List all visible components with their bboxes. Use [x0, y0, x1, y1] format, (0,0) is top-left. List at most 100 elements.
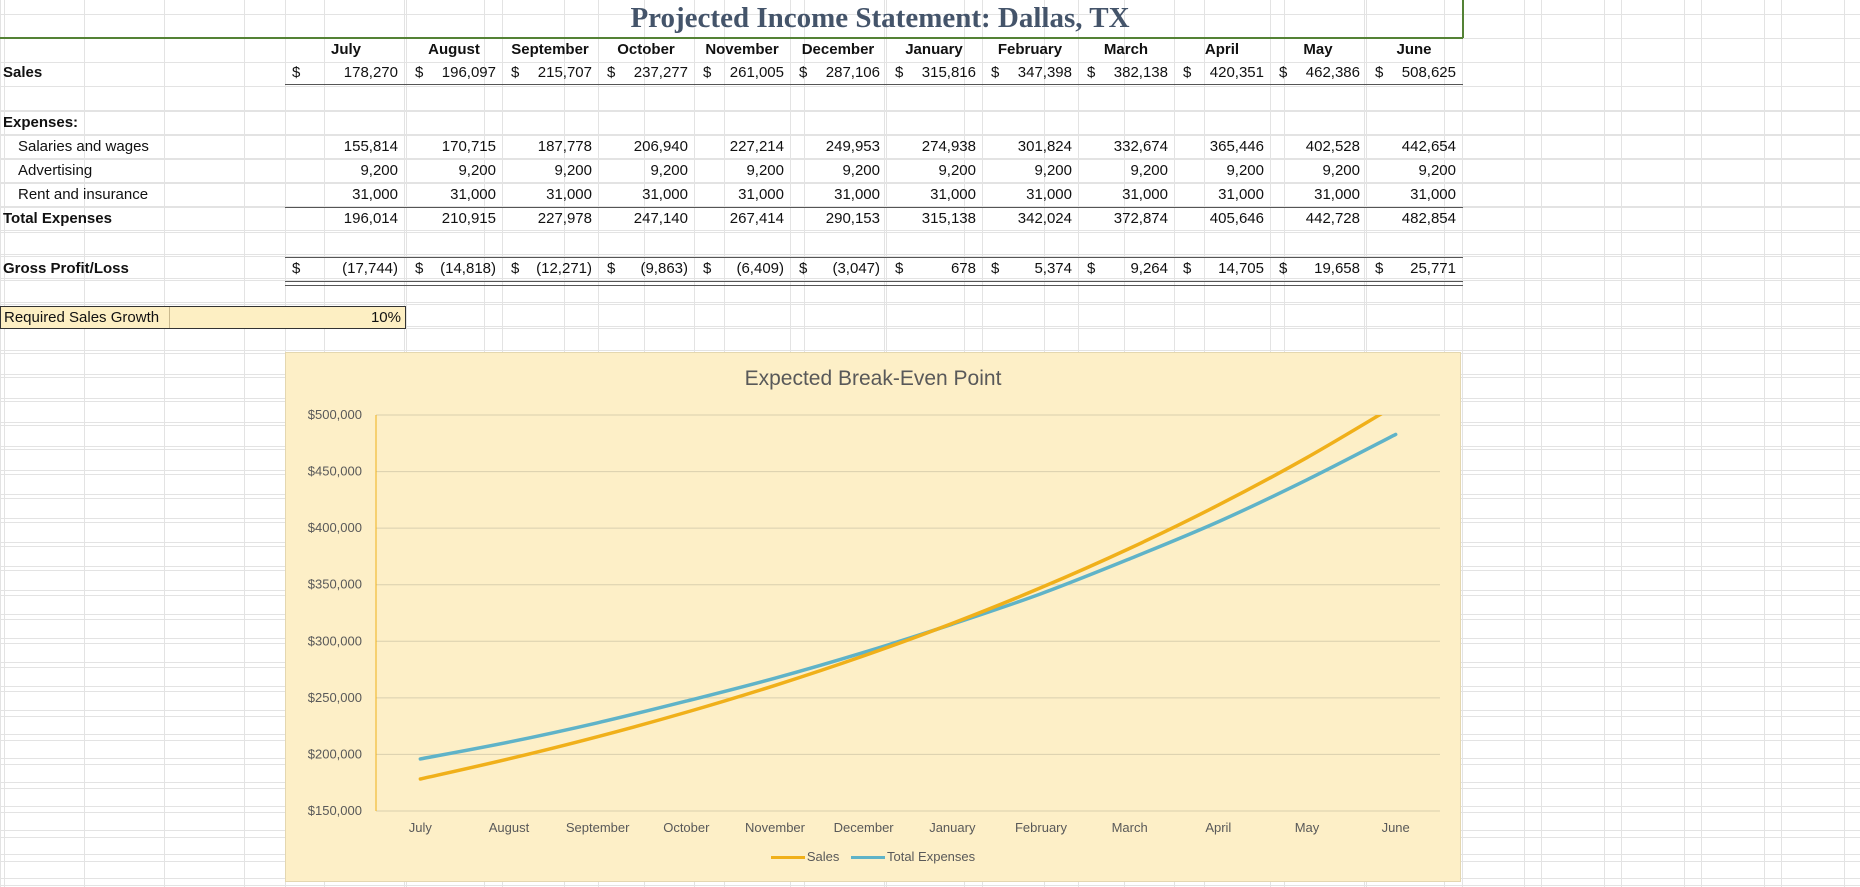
sales-value-march[interactable]: 382,138: [1113, 64, 1168, 81]
sales-value-august[interactable]: 196,097: [441, 64, 496, 81]
y-tick-label: $200,000: [308, 746, 362, 761]
month-header-december[interactable]: December: [801, 41, 875, 58]
break-even-chart[interactable]: Expected Break-Even Point $150,000 $200,0…: [285, 352, 1461, 882]
month-header-august[interactable]: August: [428, 41, 480, 58]
month-header-november[interactable]: November: [705, 41, 779, 58]
sales-value-june[interactable]: 508,625: [1401, 64, 1456, 81]
salaries-value-may[interactable]: 402,528: [1305, 138, 1360, 155]
rent-value-september[interactable]: 31,000: [546, 186, 592, 203]
gross-currency-february: $: [991, 260, 1000, 277]
salaries-value-january[interactable]: 274,938: [921, 138, 976, 155]
advertising-value-august[interactable]: 9,200: [458, 162, 496, 179]
gross-value-march[interactable]: 9,264: [1130, 260, 1168, 277]
legend-total-expenses: Total Expenses: [850, 849, 975, 864]
rent-value-january[interactable]: 31,000: [930, 186, 976, 203]
advertising-value-october[interactable]: 9,200: [650, 162, 688, 179]
advertising-value-july[interactable]: 9,200: [360, 162, 398, 179]
advertising-value-june[interactable]: 9,200: [1418, 162, 1456, 179]
gross-value-june[interactable]: 25,771: [1410, 260, 1456, 277]
total-value-july[interactable]: 196,014: [343, 210, 398, 227]
sales-value-september[interactable]: 215,707: [537, 64, 592, 81]
advertising-value-april[interactable]: 9,200: [1226, 162, 1264, 179]
advertising-value-march[interactable]: 9,200: [1130, 162, 1168, 179]
row-label-salaries: Salaries and wages: [18, 138, 149, 155]
salaries-value-june[interactable]: 442,654: [1401, 138, 1456, 155]
gross-value-february[interactable]: 5,374: [1034, 260, 1072, 277]
gross-value-january[interactable]: 678: [950, 260, 976, 277]
month-header-september[interactable]: September: [511, 41, 589, 58]
advertising-value-november[interactable]: 9,200: [746, 162, 784, 179]
gross-value-april[interactable]: 14,705: [1218, 260, 1264, 277]
month-header-october[interactable]: October: [617, 41, 675, 58]
total-value-october[interactable]: 247,140: [633, 210, 688, 227]
required-sales-growth-box[interactable]: Required Sales Growth 10%: [0, 306, 406, 329]
gross-value-may[interactable]: 19,658: [1314, 260, 1360, 277]
required-sales-growth-label: Required Sales Growth: [4, 309, 160, 326]
sales-value-april[interactable]: 420,351: [1209, 64, 1264, 81]
advertising-value-february[interactable]: 9,200: [1034, 162, 1072, 179]
month-header-january[interactable]: January: [905, 41, 963, 58]
salaries-value-april[interactable]: 365,446: [1209, 138, 1264, 155]
month-header-march[interactable]: March: [1103, 41, 1149, 58]
rent-value-november[interactable]: 31,000: [738, 186, 784, 203]
gross-value-november[interactable]: (6,409): [736, 260, 784, 277]
required-sales-growth-value[interactable]: 10%: [370, 309, 401, 326]
sales-value-december[interactable]: 287,106: [825, 64, 880, 81]
rent-value-june[interactable]: 31,000: [1410, 186, 1456, 203]
salaries-value-october[interactable]: 206,940: [633, 138, 688, 155]
gross-value-december[interactable]: (3,047): [832, 260, 880, 277]
gross-value-september[interactable]: (12,271): [536, 260, 592, 277]
total-value-november[interactable]: 267,414: [729, 210, 784, 227]
total-value-august[interactable]: 210,915: [441, 210, 496, 227]
rent-value-october[interactable]: 31,000: [642, 186, 688, 203]
salaries-value-march[interactable]: 332,674: [1113, 138, 1168, 155]
rent-value-july[interactable]: 31,000: [352, 186, 398, 203]
month-header-july[interactable]: July: [330, 41, 361, 58]
salaries-value-february[interactable]: 301,824: [1017, 138, 1072, 155]
row-label-advertising: Advertising: [18, 162, 93, 179]
salaries-value-july[interactable]: 155,814: [343, 138, 398, 155]
total-value-september[interactable]: 227,978: [537, 210, 592, 227]
gross-currency-may: $: [1279, 260, 1288, 277]
month-header-april[interactable]: April: [1204, 41, 1240, 58]
rent-value-may[interactable]: 31,000: [1314, 186, 1360, 203]
month-header-may[interactable]: May: [1303, 41, 1333, 58]
salaries-value-december[interactable]: 249,953: [825, 138, 880, 155]
salaries-value-august[interactable]: 170,715: [441, 138, 496, 155]
total-value-june[interactable]: 482,854: [1401, 210, 1456, 227]
sales-value-may[interactable]: 462,386: [1305, 64, 1360, 81]
total-value-may[interactable]: 442,728: [1305, 210, 1360, 227]
rent-value-march[interactable]: 31,000: [1122, 186, 1168, 203]
advertising-value-may[interactable]: 9,200: [1322, 162, 1360, 179]
month-header-february[interactable]: February: [997, 41, 1063, 58]
month-header-june[interactable]: June: [1396, 41, 1432, 58]
rent-value-april[interactable]: 31,000: [1218, 186, 1264, 203]
salaries-value-november[interactable]: 227,214: [729, 138, 784, 155]
total-value-april[interactable]: 405,646: [1209, 210, 1264, 227]
sales-value-july[interactable]: 178,270: [343, 64, 398, 81]
rent-value-february[interactable]: 31,000: [1026, 186, 1072, 203]
advertising-value-december[interactable]: 9,200: [842, 162, 880, 179]
advertising-value-september[interactable]: 9,200: [554, 162, 592, 179]
rent-value-december[interactable]: 31,000: [834, 186, 880, 203]
total-value-march[interactable]: 372,874: [1113, 210, 1168, 227]
gross-value-july[interactable]: (17,744): [342, 260, 398, 277]
rent-value-august[interactable]: 31,000: [450, 186, 496, 203]
sales-value-november[interactable]: 261,005: [729, 64, 784, 81]
salaries-value-september[interactable]: 187,778: [537, 138, 592, 155]
sheet-title[interactable]: Projected Income Statement: Dallas, TX: [630, 2, 1130, 34]
total-value-february[interactable]: 342,024: [1017, 210, 1072, 227]
gross-currency-january: $: [895, 260, 904, 277]
advertising-value-january[interactable]: 9,200: [938, 162, 976, 179]
total-value-january[interactable]: 315,138: [921, 210, 976, 227]
x-tick-label: March: [1112, 820, 1148, 835]
gross-value-august[interactable]: (14,818): [440, 260, 496, 277]
sales-value-february[interactable]: 347,398: [1017, 64, 1072, 81]
gross-value-october[interactable]: (9,863): [640, 260, 688, 277]
total-value-december[interactable]: 290,153: [825, 210, 880, 227]
x-tick-label: February: [1015, 820, 1068, 835]
total-top-border: [285, 207, 1463, 208]
sales-value-january[interactable]: 315,816: [921, 64, 976, 81]
y-tick-label: $350,000: [308, 577, 362, 592]
sales-value-october[interactable]: 237,277: [633, 64, 688, 81]
